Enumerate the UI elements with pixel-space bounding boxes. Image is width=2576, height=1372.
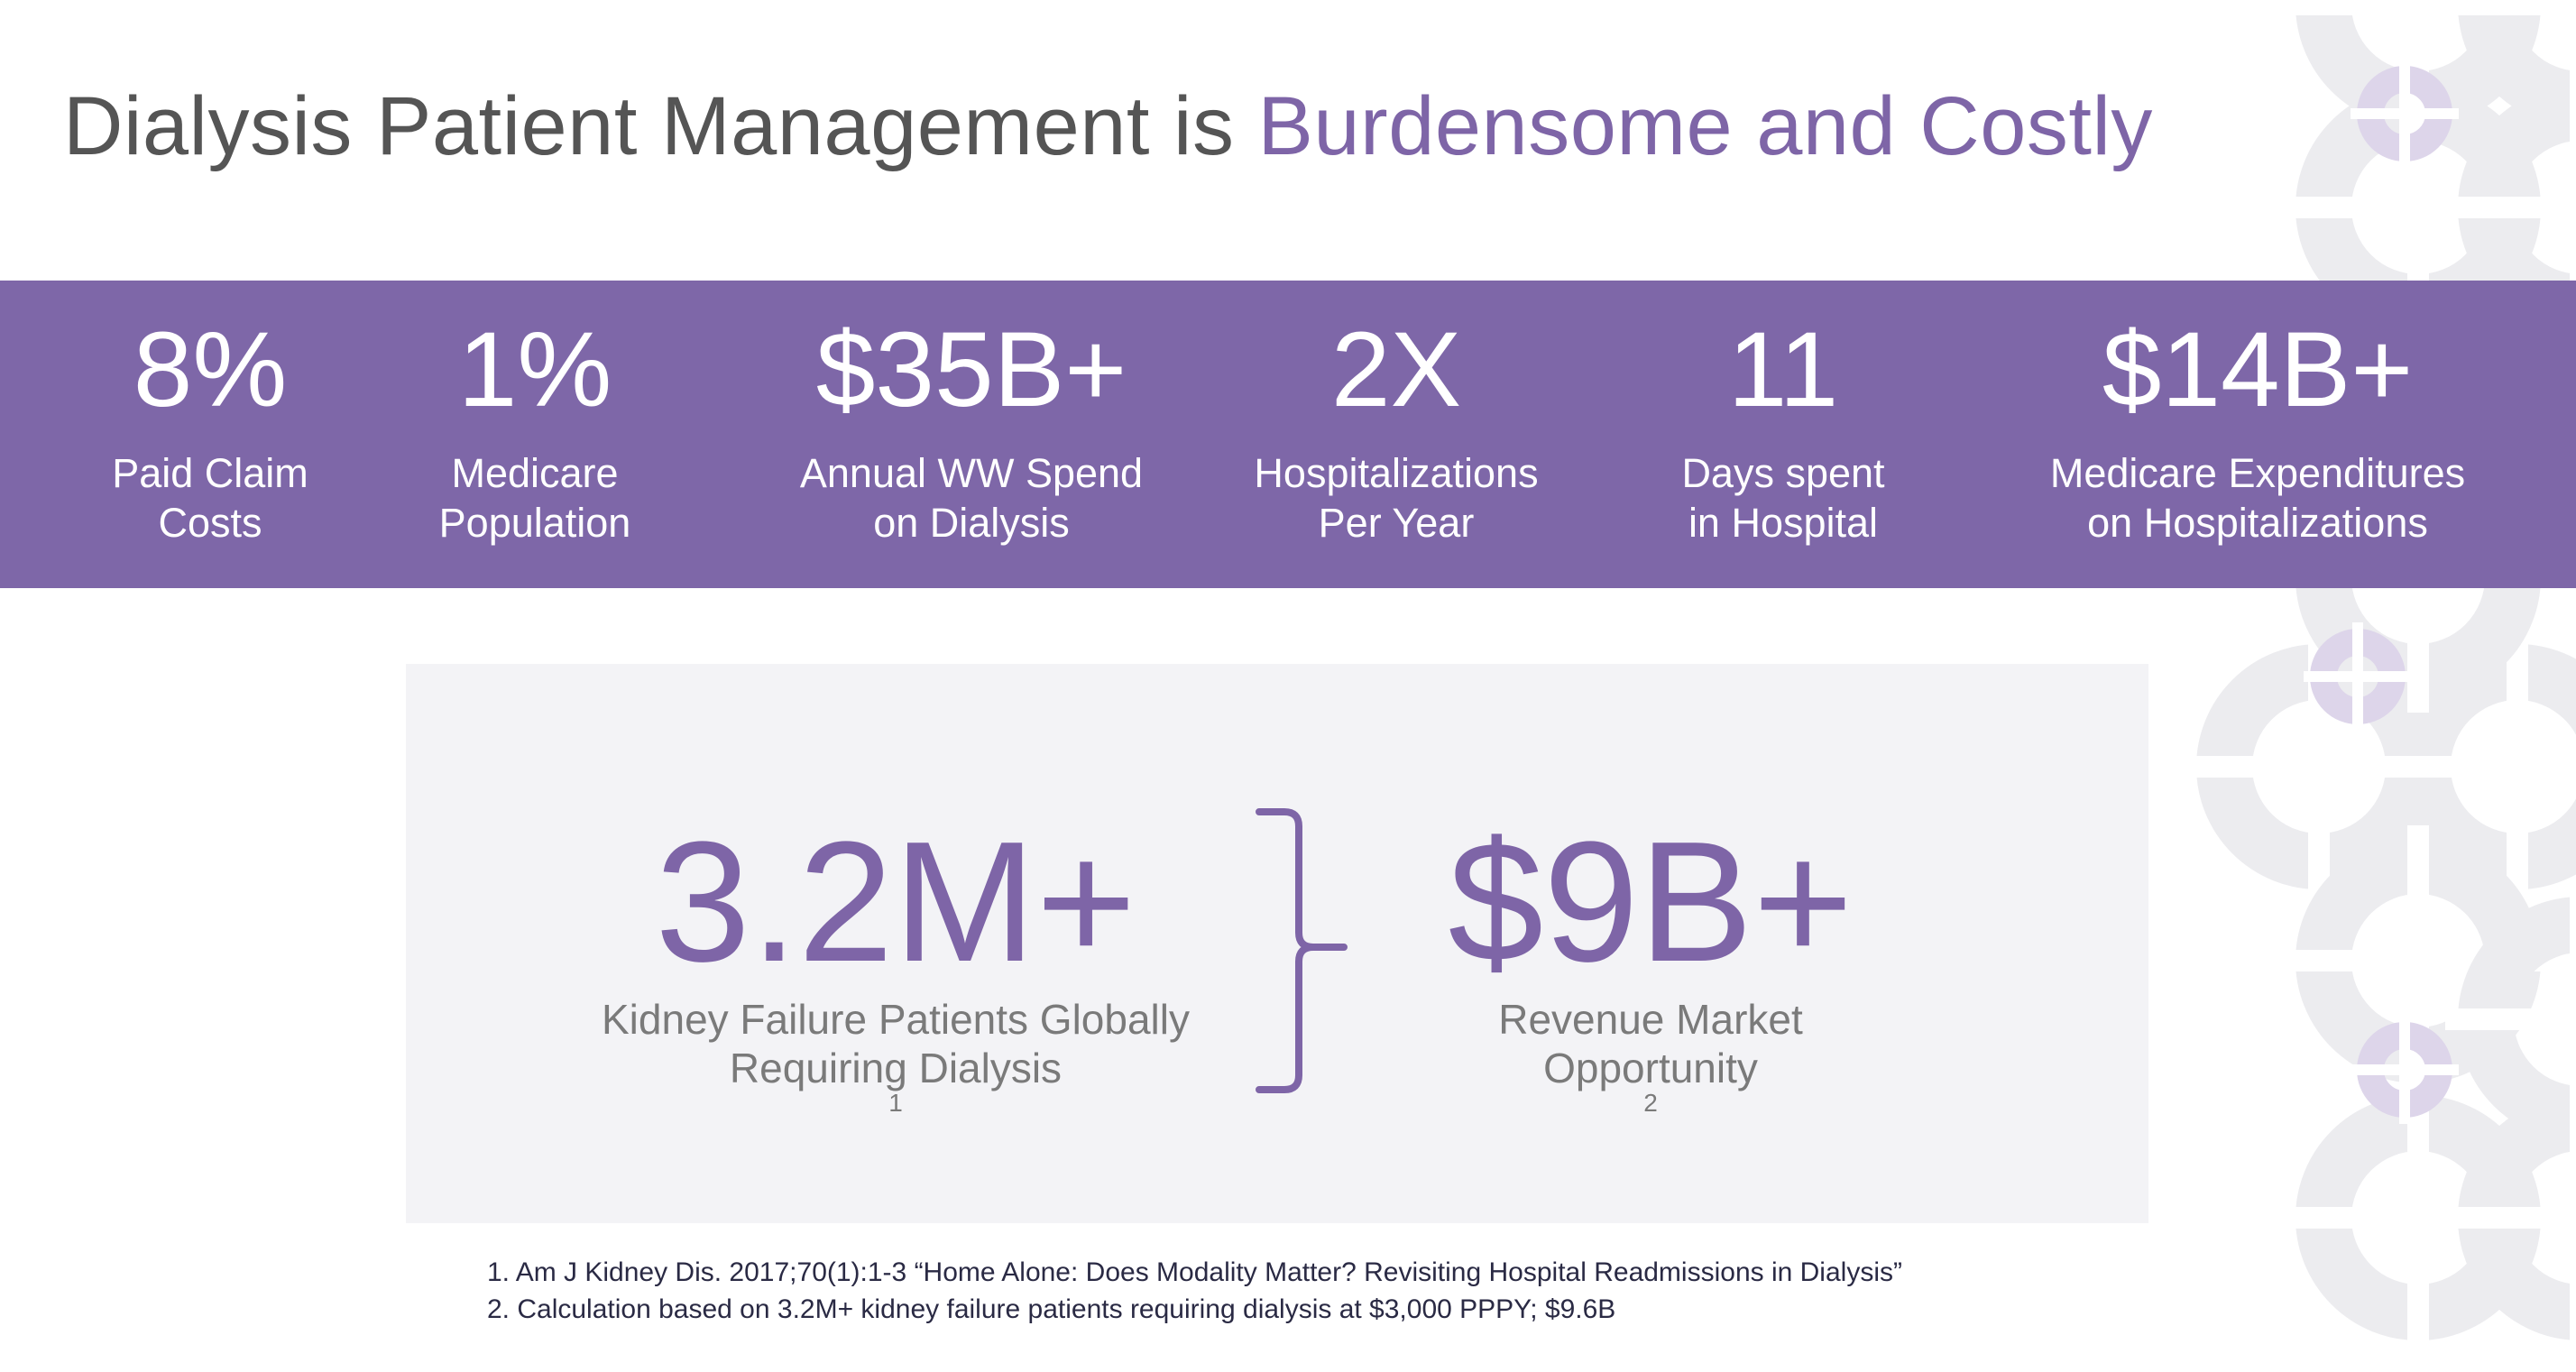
decorative-pattern	[2179, 0, 2576, 1372]
stat-label-line: Paid Claim	[112, 450, 308, 496]
stat-value: 1%	[457, 310, 612, 429]
stat-label-line: Population	[438, 500, 631, 546]
footnote-ref: 1	[888, 1089, 903, 1117]
stat-label-line: on Dialysis	[873, 500, 1070, 546]
highlight-label-line: Requiring Dialysis 1	[602, 1044, 1190, 1141]
stat-label-line: in Hospital	[1688, 500, 1879, 546]
stat-label: Paid Claim Costs	[0, 448, 463, 548]
stat-label: Annual WW Spend on Dialysis	[719, 448, 1224, 548]
highlight-label: Kidney Failure Patients Globally Requiri…	[602, 995, 1190, 1141]
highlight-label-text: Requiring Dialysis	[729, 1045, 1063, 1091]
highlight-panel	[406, 664, 2148, 1223]
stat-label-line: Hospitalizations	[1254, 450, 1539, 496]
highlight-patients: 3.2M+ Kidney Failure Patients Globally R…	[602, 816, 1190, 1141]
highlight-value: 3.2M+	[655, 806, 1136, 998]
stat-value: $14B+	[2102, 310, 2414, 429]
stat-value: 11	[1727, 310, 1839, 429]
highlight-label: Revenue Market Opportunity 2	[1448, 995, 1853, 1141]
footnote-1: 1. Am J Kidney Dis. 2017;70(1):1-3 “Home…	[487, 1257, 1902, 1287]
title-accent: Burdensome and Costly	[1257, 80, 2153, 172]
stat-label-line: Costs	[158, 500, 262, 546]
stat-label: Days spent in Hospital	[1531, 448, 2036, 548]
stat-label-line: Days spent	[1681, 450, 1885, 496]
stat-label-line: Medicare Expenditures	[2049, 450, 2466, 496]
stat-label: Hospitalizations Per Year	[1144, 448, 1649, 548]
stat-label-line: Medicare	[451, 450, 619, 496]
stats-band: 8% Paid Claim Costs 1% Medicare Populati…	[0, 281, 2576, 588]
highlight-label-line: Revenue Market	[1498, 996, 1803, 1043]
footnote-ref: 2	[1643, 1089, 1658, 1117]
stat-label-line: on Hospitalizations	[2087, 500, 2428, 546]
footnote-2: 2. Calculation based on 3.2M+ kidney fai…	[487, 1294, 1616, 1324]
page-title: Dialysis Patient Management is Burdensom…	[63, 79, 2153, 174]
stat-label: Medicare Expenditures on Hospitalization…	[2005, 448, 2510, 548]
stat-label-line: Annual WW Spend	[799, 450, 1144, 496]
highlight-value: $9B+	[1448, 806, 1854, 998]
brace-connector	[1256, 808, 1348, 1093]
stat-label-line: Per Year	[1318, 500, 1475, 546]
highlight-label-line: Kidney Failure Patients Globally	[602, 996, 1190, 1043]
stat-value: 2X	[1330, 310, 1462, 429]
stat-value: 8%	[133, 310, 288, 429]
stat-value: $35B+	[815, 310, 1127, 429]
highlight-label-text: Opportunity	[1543, 1045, 1758, 1091]
footnotes: 1. Am J Kidney Dis. 2017;70(1):1-3 “Home…	[487, 1254, 1902, 1328]
title-main: Dialysis Patient Management is	[63, 80, 1258, 172]
stat-label: Medicare Population	[282, 448, 787, 548]
highlight-label-line: Opportunity 2	[1448, 1044, 1853, 1141]
highlight-market: $9B+ Revenue Market Opportunity 2	[1448, 816, 1853, 1141]
